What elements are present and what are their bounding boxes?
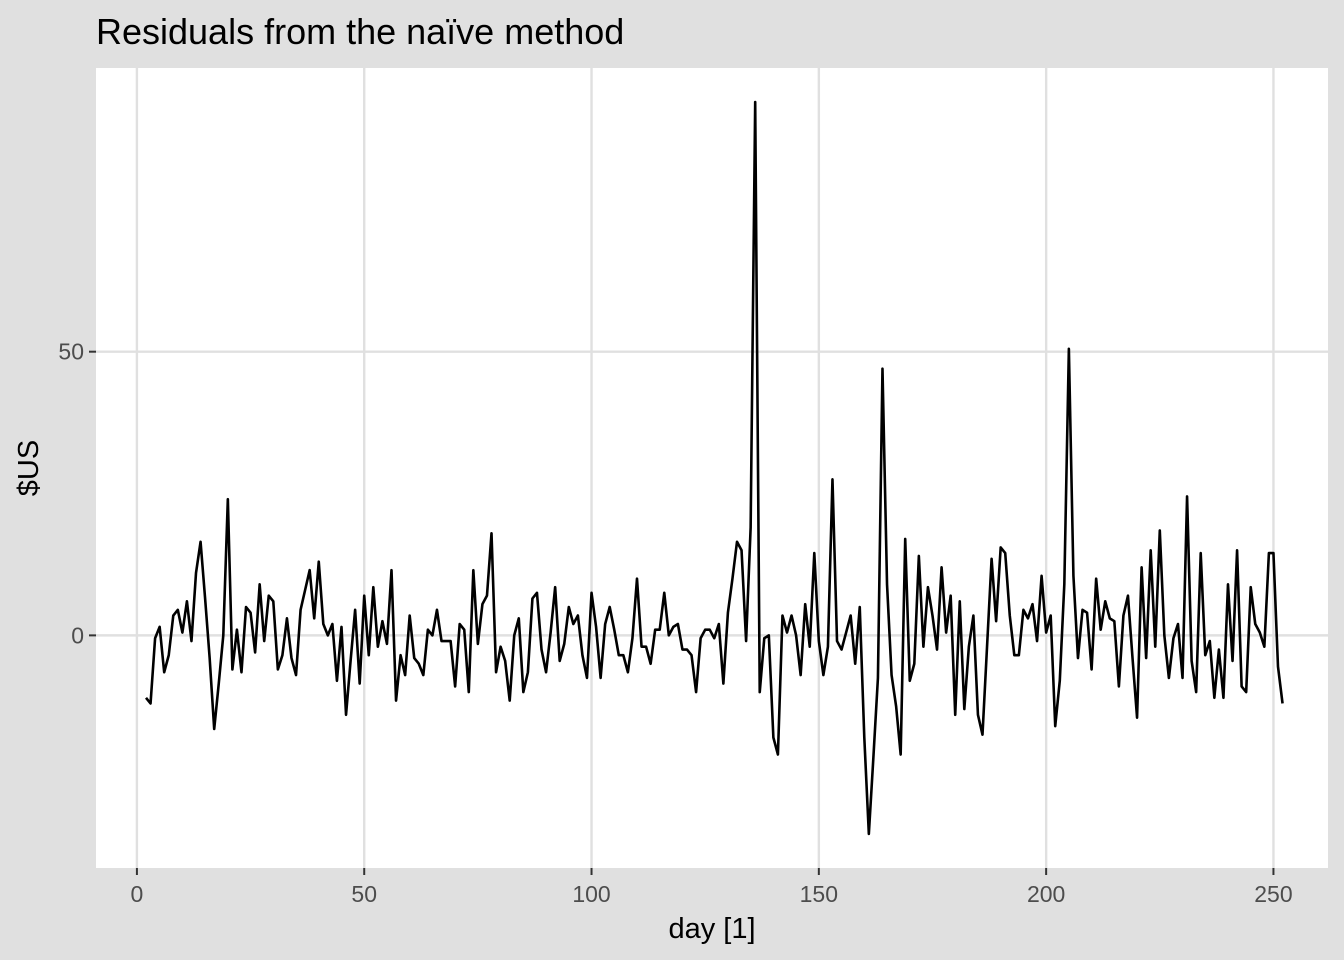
x-tick-label: 50 bbox=[351, 881, 377, 907]
y-tick-label: 0 bbox=[71, 622, 84, 648]
y-tick-label: 50 bbox=[58, 339, 84, 365]
tick-layer: 0 50 100 150 200 250 0 50 bbox=[58, 339, 1292, 907]
x-tick-label: 100 bbox=[572, 881, 610, 907]
x-tick-label: 0 bbox=[131, 881, 144, 907]
x-tick-label: 200 bbox=[1027, 881, 1065, 907]
plot-panel bbox=[96, 68, 1328, 868]
x-tick-label: 150 bbox=[800, 881, 838, 907]
x-tick-label: 250 bbox=[1254, 881, 1292, 907]
chart-title: Residuals from the naïve method bbox=[96, 11, 624, 52]
series-line bbox=[144, 100, 1284, 836]
x-axis-label: day [1] bbox=[668, 913, 755, 945]
y-axis-label: $US bbox=[13, 440, 45, 496]
